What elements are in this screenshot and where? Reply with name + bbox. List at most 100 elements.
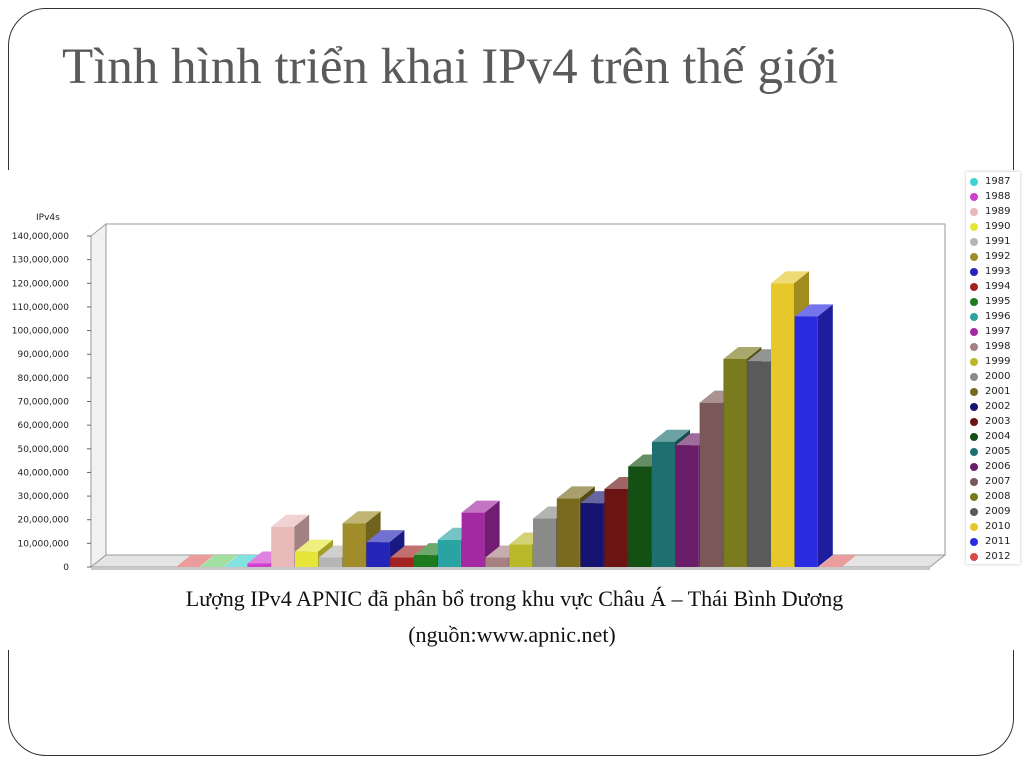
chart-floor-edge xyxy=(91,567,930,570)
y-tick-label: 70,000,000 xyxy=(17,398,69,408)
legend-swatch xyxy=(970,432,978,441)
bar-top xyxy=(390,545,429,558)
legend-item: 2011 xyxy=(970,534,1010,549)
legend-label: 2010 xyxy=(985,521,1011,532)
legend-swatch xyxy=(970,177,978,186)
legend-label: 1988 xyxy=(985,191,1011,202)
legend-label: 2006 xyxy=(985,461,1011,472)
bar-top xyxy=(818,555,857,567)
legend-swatch xyxy=(970,492,978,501)
legend-swatch xyxy=(970,372,978,381)
bar xyxy=(699,402,723,567)
legend-label: 1997 xyxy=(985,326,1011,337)
y-tick-label: 130,000,000 xyxy=(12,256,70,266)
chart-panel: 0 10,000,000 20,000,000 30,000,000 40,000,00… xyxy=(0,170,1024,650)
legend-item: 2007 xyxy=(970,474,1010,489)
legend-label: 2007 xyxy=(985,476,1011,487)
legend-item: 1998 xyxy=(970,339,1010,354)
legend-label: 1998 xyxy=(985,341,1011,352)
legend-label: 2003 xyxy=(985,416,1011,427)
y-tick-label: 90,000,000 xyxy=(17,350,69,360)
y-tick-label: 0 xyxy=(63,563,69,573)
legend-swatch xyxy=(970,192,978,201)
legend-label: 2008 xyxy=(985,491,1011,502)
chart-legend: 1987 1988 1989 1990 1991 1992 1993 1994 1995 1996… xyxy=(966,172,1020,564)
legend-item: 1993 xyxy=(970,264,1010,279)
legend-label: 1989 xyxy=(985,206,1011,217)
y-tick-label: 30,000,000 xyxy=(17,492,69,502)
legend-swatch xyxy=(970,267,978,276)
legend-label: 1995 xyxy=(985,296,1011,307)
y-axis-label: IPv4s xyxy=(36,213,60,223)
legend-label: 2002 xyxy=(985,401,1011,412)
bar-top xyxy=(723,346,762,359)
bar-top xyxy=(176,555,214,567)
legend-label: 1992 xyxy=(985,251,1011,262)
y-tick-label: 100,000,000 xyxy=(12,327,70,337)
legend-item: 2008 xyxy=(970,489,1010,504)
legend-item: 2000 xyxy=(970,369,1010,384)
y-tick-label: 140,000,000 xyxy=(12,232,70,242)
bar-top xyxy=(342,511,381,524)
y-tick-label: 50,000,000 xyxy=(17,445,69,455)
bar-top xyxy=(295,539,333,552)
bar xyxy=(342,523,366,567)
legend-swatch xyxy=(970,477,978,486)
legend-swatch xyxy=(970,462,978,471)
legend-swatch xyxy=(970,297,978,306)
bar xyxy=(271,526,295,567)
legend-item: 1996 xyxy=(970,309,1010,324)
bar-top xyxy=(199,555,238,567)
bar xyxy=(556,498,580,567)
legend-label: 2011 xyxy=(985,536,1011,547)
slide-title: Tình hình triển khai IPv4 trên thế giới xyxy=(62,39,839,95)
legend-swatch xyxy=(970,282,978,291)
bar xyxy=(580,503,604,567)
legend-item: 2003 xyxy=(970,414,1010,429)
bar xyxy=(247,563,271,567)
legend-swatch xyxy=(970,402,978,411)
bar xyxy=(318,557,342,567)
legend-swatch xyxy=(970,327,978,336)
legend-swatch xyxy=(970,312,978,321)
legend-label: 2001 xyxy=(985,386,1011,397)
y-tick-label: 80,000,000 xyxy=(17,374,69,384)
legend-swatch xyxy=(970,252,978,261)
legend-item: 1997 xyxy=(970,324,1010,339)
bar xyxy=(461,512,485,567)
bar xyxy=(437,539,461,567)
bar xyxy=(723,358,747,567)
legend-item: 1989 xyxy=(970,204,1010,219)
legend-label: 1996 xyxy=(985,311,1011,322)
chart-side-wall xyxy=(90,222,107,569)
legend-item: 2009 xyxy=(970,504,1010,519)
bar-top xyxy=(366,530,405,543)
legend-swatch xyxy=(970,522,978,531)
y-tick-label: 20,000,000 xyxy=(17,516,69,526)
bar-chart: 0 10,000,000 20,000,000 30,000,000 40,000,00… xyxy=(12,213,947,573)
y-tick-label: 110,000,000 xyxy=(12,303,70,313)
bar-top xyxy=(223,555,262,567)
legend-item: 2010 xyxy=(970,519,1010,534)
y-tick-label: 10,000,000 xyxy=(17,539,69,549)
legend-label: 1990 xyxy=(985,221,1011,232)
legend-item: 1988 xyxy=(970,189,1010,204)
bar xyxy=(414,555,437,567)
legend-swatch xyxy=(970,357,978,366)
legend-label: 2012 xyxy=(985,551,1011,562)
bar xyxy=(509,544,533,567)
legend-swatch xyxy=(970,447,978,456)
bar xyxy=(675,445,699,567)
bar xyxy=(485,557,509,567)
legend-label: 2000 xyxy=(985,371,1011,382)
chart-caption: Lượng IPv4 APNIC đã phân bổ trong khu vự… xyxy=(185,586,844,611)
bar xyxy=(390,557,414,567)
chart-source: (nguồn:www.apnic.net) xyxy=(408,622,616,647)
bar-top xyxy=(652,429,690,442)
bar xyxy=(771,283,794,567)
y-tick-label: 120,000,000 xyxy=(12,279,70,289)
legend-item: 2002 xyxy=(970,399,1010,414)
y-tick-label: 40,000,000 xyxy=(17,468,69,478)
legend-item: 2005 xyxy=(970,444,1010,459)
legend-label: 1999 xyxy=(985,356,1011,367)
